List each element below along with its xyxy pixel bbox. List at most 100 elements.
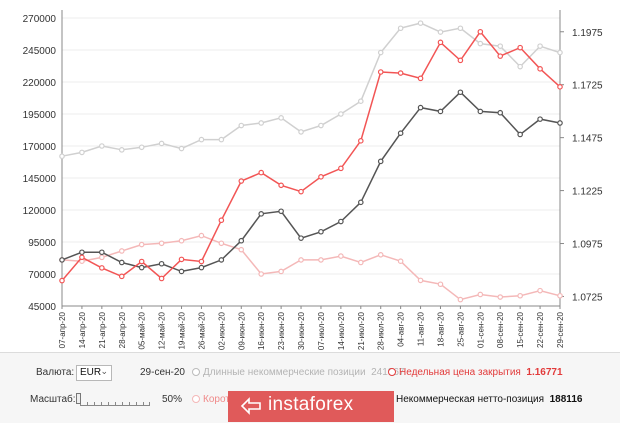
data-point (497, 294, 504, 300)
scale-value: 50% (162, 394, 183, 405)
data-point (437, 29, 444, 35)
data-point (79, 254, 85, 261)
data-point (278, 182, 284, 189)
x-tick-label: 19-май-20 (178, 311, 187, 349)
right-tick-label: 1.0975 (572, 240, 603, 251)
data-point (198, 232, 205, 239)
legend-short[interactable]: Корот (192, 394, 230, 405)
data-point (497, 53, 504, 59)
data-point (517, 292, 523, 299)
data-point (437, 108, 444, 115)
data-point (99, 143, 105, 149)
legend-net-value: 188116 (549, 394, 583, 405)
data-point (118, 147, 125, 153)
legend-long[interactable]: Длинные некоммерческие позиции 241967 (192, 367, 405, 378)
data-point (397, 70, 404, 76)
data-point (437, 39, 444, 46)
data-point (377, 69, 384, 75)
slider-tick (115, 402, 116, 405)
right-tick-label: 1.1475 (572, 134, 603, 145)
slider-tick (101, 402, 102, 405)
data-point (238, 246, 245, 253)
x-tick-label: 07-июл-20 (317, 311, 326, 350)
scale-slider-handle[interactable] (76, 393, 81, 404)
currency-value: EUR (80, 367, 102, 378)
data-point (198, 258, 205, 265)
x-tick-label: 22-сен-20 (536, 311, 545, 348)
cot-chart: 45000 70000 95000 120000 145000 170000 195000 2… (23, 10, 603, 350)
x-tick-label: 11-авг-20 (417, 311, 426, 346)
x-tick-label: 09-июн-20 (237, 311, 246, 350)
x-tick-label: 29-сен-20 (556, 311, 565, 348)
data-point (278, 268, 284, 275)
scale-slider[interactable] (80, 397, 150, 406)
legend-close[interactable]: Недельная цена закрытия 1.16771 (388, 367, 563, 378)
data-point (318, 228, 324, 235)
series-lines (59, 20, 563, 303)
legend-net-label: Некоммерческая нетто-позиция (396, 394, 545, 405)
x-tick-label: 01-сен-20 (476, 311, 485, 348)
data-point (397, 130, 404, 137)
data-point (258, 211, 265, 217)
legend-close-value: 1.16771 (526, 367, 563, 378)
left-tick-label: 170000 (23, 142, 57, 153)
data-point (318, 122, 324, 129)
x-tick-label: 16-июн-20 (257, 311, 266, 350)
data-point (59, 277, 65, 284)
data-point (557, 84, 563, 90)
series-line (61, 234, 561, 301)
watermark-text: instaforex (268, 394, 354, 415)
data-point (457, 89, 464, 96)
x-tick-label: 14-июл-20 (337, 311, 346, 350)
data-point (238, 122, 245, 129)
x-tick-label: 07-апр-20 (58, 311, 67, 348)
data-point (178, 237, 185, 244)
x-tick-label: 28-июл-20 (377, 311, 386, 350)
data-point (99, 249, 105, 256)
grid (62, 17, 560, 307)
left-tick-label: 120000 (23, 206, 57, 217)
x-tick-label: 08-сен-20 (496, 311, 505, 348)
data-point (537, 43, 543, 49)
x-tick-label: 21-апр-20 (98, 311, 107, 348)
data-point (457, 25, 464, 32)
right-tick-label: 1.1725 (572, 81, 603, 92)
data-point (537, 116, 543, 122)
slider-tick (143, 402, 144, 405)
data-point (357, 98, 364, 105)
x-tick-label: 25-авг-20 (456, 311, 465, 346)
data-point (158, 260, 165, 267)
data-point (218, 136, 225, 143)
currency-select[interactable]: EUR ⌄ (76, 365, 112, 381)
left-tick-label: 145000 (23, 174, 57, 185)
data-point (397, 258, 404, 265)
x-tick-label: 21-июл-20 (357, 311, 366, 350)
data-point (258, 120, 265, 126)
data-point (79, 149, 85, 156)
data-point (59, 257, 65, 263)
legend-net[interactable]: Некоммерческая нетто-позиция 188116 (396, 394, 582, 405)
data-point (138, 241, 145, 248)
x-tick-label: 30-июн-20 (297, 311, 306, 350)
right-tick-label: 1.1225 (572, 187, 603, 198)
series-line (61, 22, 561, 157)
x-tick-label: 15-сен-20 (516, 311, 525, 348)
left-tick-label: 245000 (23, 46, 57, 57)
series-line (61, 30, 561, 282)
data-point (298, 129, 304, 135)
data-point (238, 178, 245, 184)
data-point (417, 75, 424, 82)
data-point (497, 109, 504, 116)
data-point (357, 199, 364, 206)
data-point (218, 217, 225, 224)
data-point (417, 20, 424, 26)
data-point (357, 138, 364, 144)
x-tick-label: 26-май-20 (197, 311, 206, 349)
data-point (298, 188, 304, 195)
chevron-down-icon: ⌄ (100, 366, 108, 376)
data-point (118, 259, 125, 266)
instaforex-watermark: instaforex (228, 391, 394, 422)
data-point (218, 257, 225, 263)
data-point (557, 120, 563, 126)
data-point (417, 277, 424, 284)
